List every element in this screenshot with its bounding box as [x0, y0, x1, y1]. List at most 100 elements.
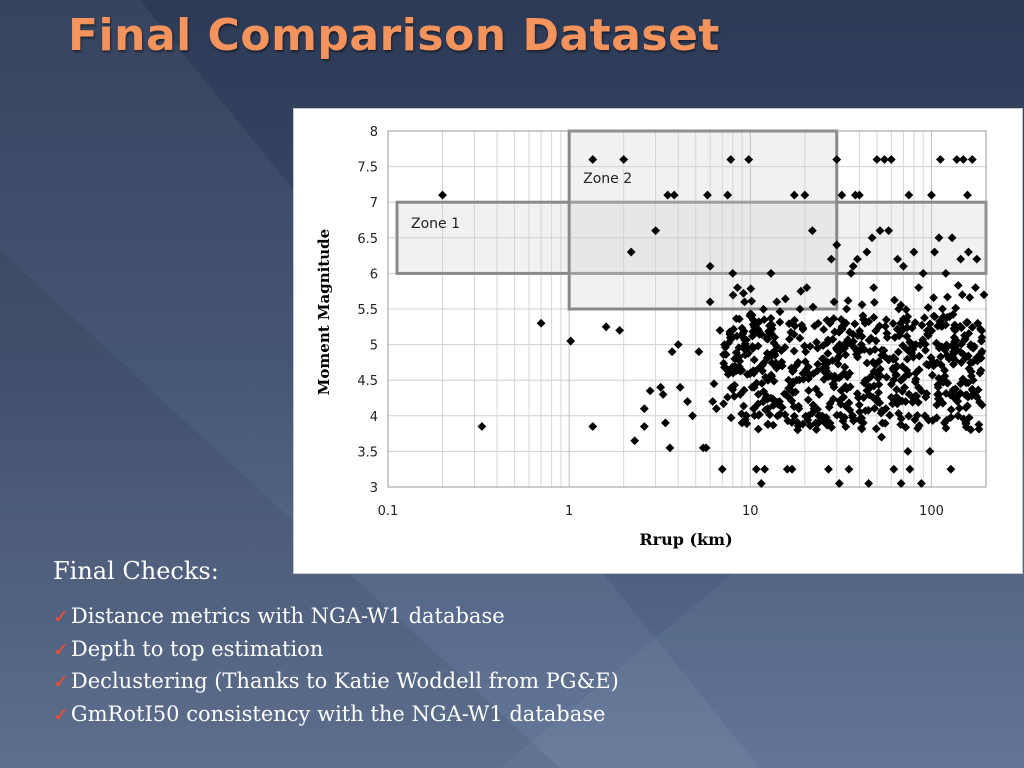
data-point [855, 326, 865, 336]
data-point [864, 479, 874, 488]
data-point [739, 401, 749, 411]
data-point [859, 393, 868, 403]
slide-title: Final Comparison Dataset [68, 10, 720, 61]
data-point [780, 410, 790, 420]
data-point [934, 389, 944, 399]
data-point [902, 331, 912, 341]
data-point [929, 311, 939, 321]
data-point [929, 293, 939, 303]
data-point [804, 369, 814, 379]
checkmark-icon: ✓ [53, 703, 69, 726]
data-point [966, 371, 976, 381]
data-point [723, 190, 733, 200]
data-point [905, 464, 915, 474]
data-point [891, 393, 900, 403]
data-point [709, 379, 719, 389]
data-point [824, 402, 834, 412]
data-point [941, 423, 951, 433]
data-point [888, 319, 898, 328]
data-point [877, 345, 887, 355]
data-point [780, 343, 790, 352]
data-point [801, 347, 811, 357]
data-point [894, 331, 904, 341]
y-axis-label: Moment Magnitude [315, 229, 333, 395]
data-point [870, 403, 879, 413]
data-point [766, 269, 776, 278]
data-point [904, 389, 914, 399]
data-point [729, 324, 738, 334]
data-point [963, 351, 973, 361]
data-point [673, 340, 683, 349]
data-point [839, 321, 848, 331]
data-point [754, 329, 764, 339]
data-point [942, 378, 952, 388]
data-point [854, 393, 863, 403]
data-point [836, 386, 846, 396]
data-point [735, 366, 745, 376]
data-point [908, 397, 918, 407]
data-point [963, 317, 972, 327]
data-point [896, 420, 906, 429]
data-point [812, 337, 821, 347]
data-point [762, 334, 771, 343]
data-point [792, 417, 802, 427]
data-point [874, 388, 883, 398]
data-point [744, 155, 754, 164]
data-point [974, 420, 984, 430]
data-point [770, 351, 780, 360]
data-point [855, 407, 865, 417]
data-point [749, 403, 759, 413]
data-point [902, 345, 912, 355]
data-point [826, 254, 836, 264]
data-point [803, 395, 813, 405]
data-point [828, 394, 838, 404]
data-point [845, 368, 854, 378]
data-point [731, 348, 741, 357]
data-point [832, 410, 842, 420]
data-point [904, 411, 914, 421]
data-point [800, 357, 810, 367]
data-point [749, 355, 759, 365]
data-point [754, 317, 764, 327]
data-point [832, 354, 842, 364]
data-point [857, 300, 867, 310]
check-item-text: Declustering (Thanks to Katie Woddell fr… [70, 669, 619, 693]
data-point [941, 320, 951, 330]
y-tick-label: 7 [370, 196, 378, 211]
data-point [890, 295, 899, 305]
data-point [977, 346, 987, 356]
data-point [739, 288, 748, 298]
data-point [914, 421, 924, 430]
data-point [882, 329, 892, 338]
data-point [957, 290, 967, 300]
data-point [918, 269, 928, 278]
data-point [877, 350, 887, 360]
data-point [893, 347, 903, 357]
data-point [972, 254, 982, 264]
check-item: ✓Depth to top estimation [53, 633, 619, 666]
data-point [828, 356, 837, 365]
data-point [793, 358, 803, 367]
data-point [964, 247, 973, 257]
data-point [921, 345, 930, 355]
data-point [756, 479, 766, 488]
data-point [854, 190, 864, 200]
zone-label: Zone 1 [411, 216, 460, 232]
check-item: ✓Distance metrics with NGA-W1 database [53, 600, 619, 633]
data-point [731, 314, 741, 324]
data-point [924, 360, 934, 370]
data-point [566, 336, 576, 346]
data-point [669, 190, 679, 200]
data-point [719, 350, 728, 359]
data-point [849, 337, 858, 346]
check-item-text: GmRotI50 consistency with the NGA-W1 dat… [70, 701, 606, 726]
data-point [767, 324, 777, 334]
data-point [864, 390, 874, 400]
data-point [934, 373, 944, 383]
y-tick-label: 3.5 [357, 445, 378, 460]
data-point [717, 464, 727, 474]
x-axis-label: Rrup (km) [639, 530, 732, 549]
data-point [753, 389, 763, 399]
data-point [896, 414, 906, 423]
data-point [812, 425, 821, 434]
